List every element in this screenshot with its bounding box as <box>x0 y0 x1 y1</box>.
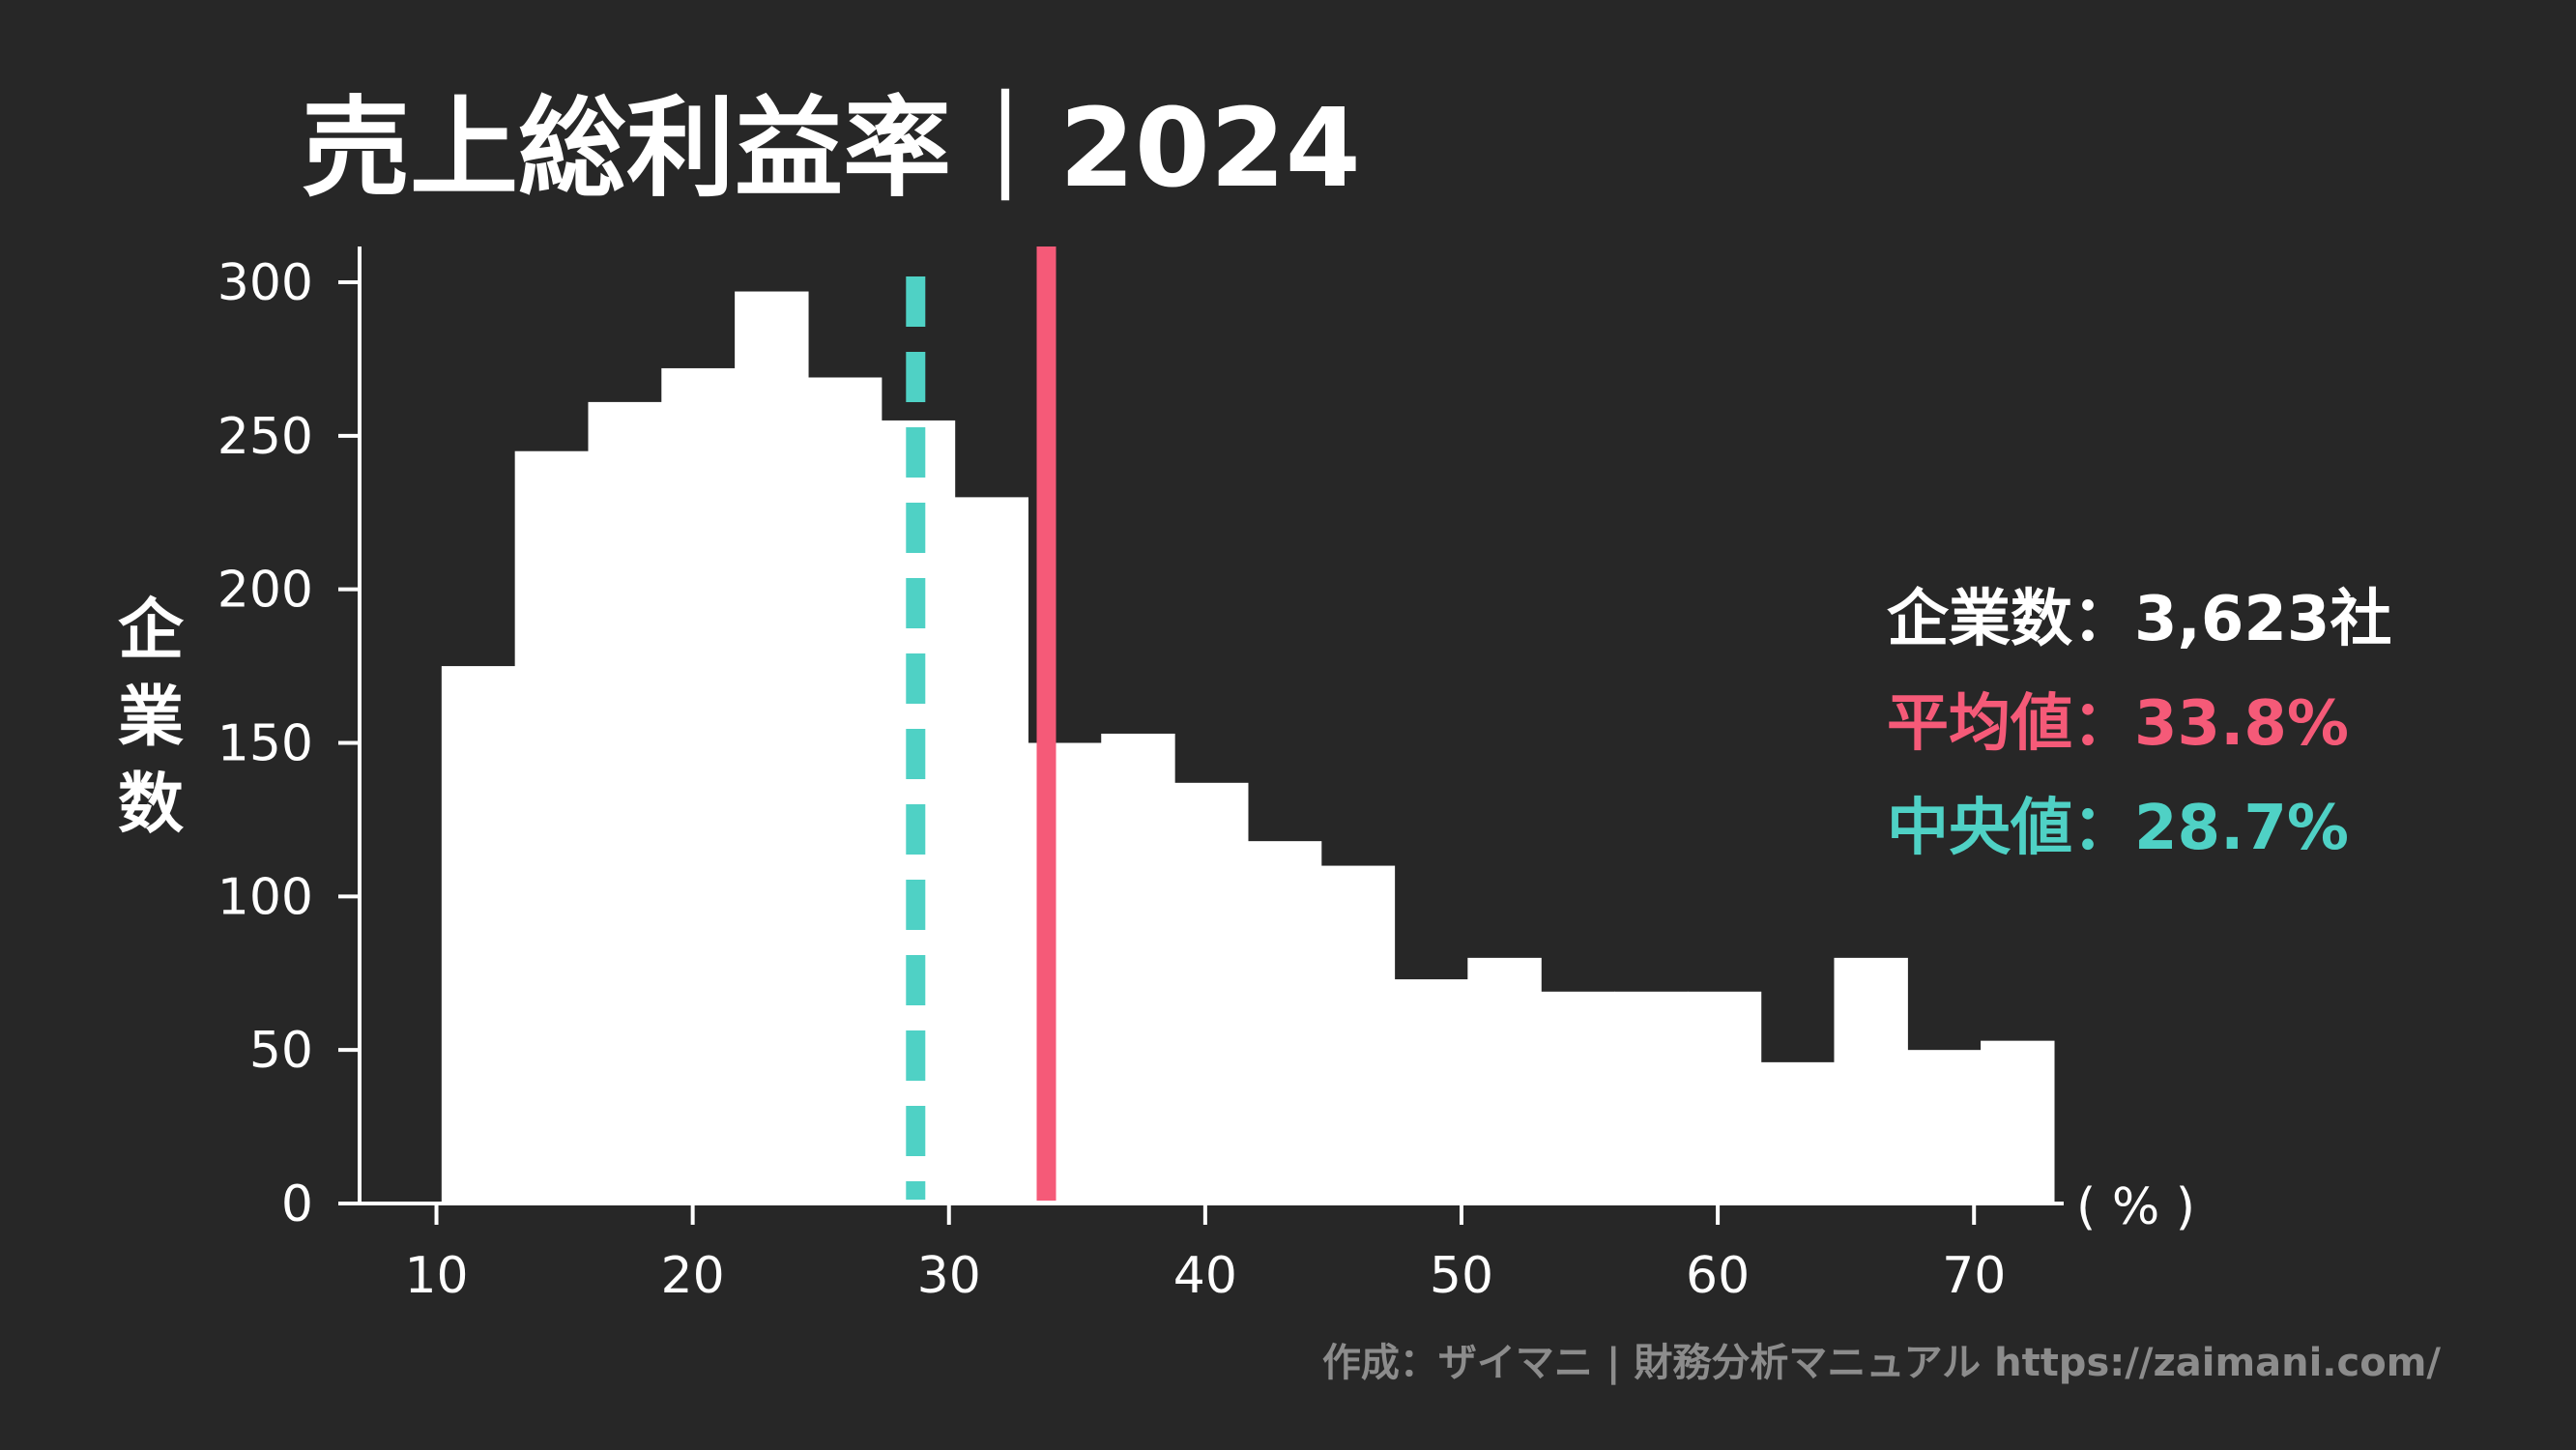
y-tick-label: 100 <box>217 868 313 926</box>
histogram-bar <box>1981 1040 2055 1204</box>
y-axis-label-char: 業 <box>118 680 184 756</box>
y-axis-label-char: 企 <box>118 593 185 669</box>
histogram-bar <box>441 666 516 1204</box>
tick-labels: 0 50 100 150 200 250 300 10 20 30 40 50 60 70 <box>217 254 2007 1305</box>
axes <box>338 246 2064 1225</box>
x-tick-label: 50 <box>1430 1247 1493 1305</box>
y-axis-label: 企業数 <box>118 593 185 843</box>
count-stat: 企業数：3,623社 <box>1887 584 2391 655</box>
histogram-bar <box>1907 1050 1982 1204</box>
x-tick-label: 30 <box>917 1247 981 1305</box>
histogram-bar <box>807 377 883 1204</box>
y-axis-label-char: 数 <box>118 767 184 843</box>
histogram-bar <box>1613 991 1689 1204</box>
histogram-bar <box>1834 957 1908 1204</box>
chart-title: 売上総利益率｜2024 <box>302 86 1361 212</box>
stats-panel: 企業数：3,623社 平均値：33.8% 中央値：28.7% <box>1887 584 2391 864</box>
bars <box>441 291 2055 1204</box>
y-tick-label: 150 <box>217 715 313 773</box>
y-tick-label: 300 <box>217 254 313 312</box>
histogram-bar <box>588 401 662 1204</box>
y-tick-label: 50 <box>249 1022 313 1080</box>
histogram-bar <box>661 367 736 1204</box>
x-tick-label: 10 <box>404 1247 468 1305</box>
median-value: 28.7% <box>2134 793 2349 864</box>
count-label: 企業数： <box>1887 584 2134 655</box>
median-label: 中央値： <box>1887 793 2134 864</box>
x-tick-label: 40 <box>1173 1247 1237 1305</box>
histogram-bar <box>1101 733 1175 1204</box>
histogram-bar <box>1760 1061 1836 1204</box>
x-tick-label: 70 <box>1942 1247 2006 1305</box>
histogram-bar <box>1394 979 1468 1204</box>
histogram-bar <box>1174 782 1249 1204</box>
mean-label: 平均値： <box>1887 688 2134 760</box>
histogram-bar <box>1467 957 1542 1204</box>
reference-lines <box>906 246 1056 1201</box>
mean-value: 33.8% <box>2134 688 2349 760</box>
x-axis-unit: ( % ) <box>2076 1178 2195 1236</box>
histogram-bar <box>1247 841 1322 1204</box>
histogram-bar <box>1541 991 1615 1204</box>
count-value: 3,623社 <box>2134 584 2391 655</box>
mean-stat: 平均値：33.8% <box>1887 688 2349 760</box>
credit-text: 作成：ザイマニ | 財務分析マニュアル https://zaimani.com/ <box>1322 1341 2441 1386</box>
histogram-bar <box>514 450 590 1204</box>
x-tick-label: 60 <box>1686 1247 1750 1305</box>
histogram-bar <box>1687 991 1762 1204</box>
histogram-bar <box>954 497 1029 1204</box>
y-tick-label: 0 <box>281 1175 313 1233</box>
y-tick-label: 200 <box>217 562 313 620</box>
histogram-bar <box>1320 865 1396 1204</box>
histogram-bar <box>735 291 809 1204</box>
median-stat: 中央値：28.7% <box>1887 793 2349 864</box>
y-tick-label: 250 <box>217 408 313 466</box>
x-tick-label: 20 <box>661 1247 725 1305</box>
